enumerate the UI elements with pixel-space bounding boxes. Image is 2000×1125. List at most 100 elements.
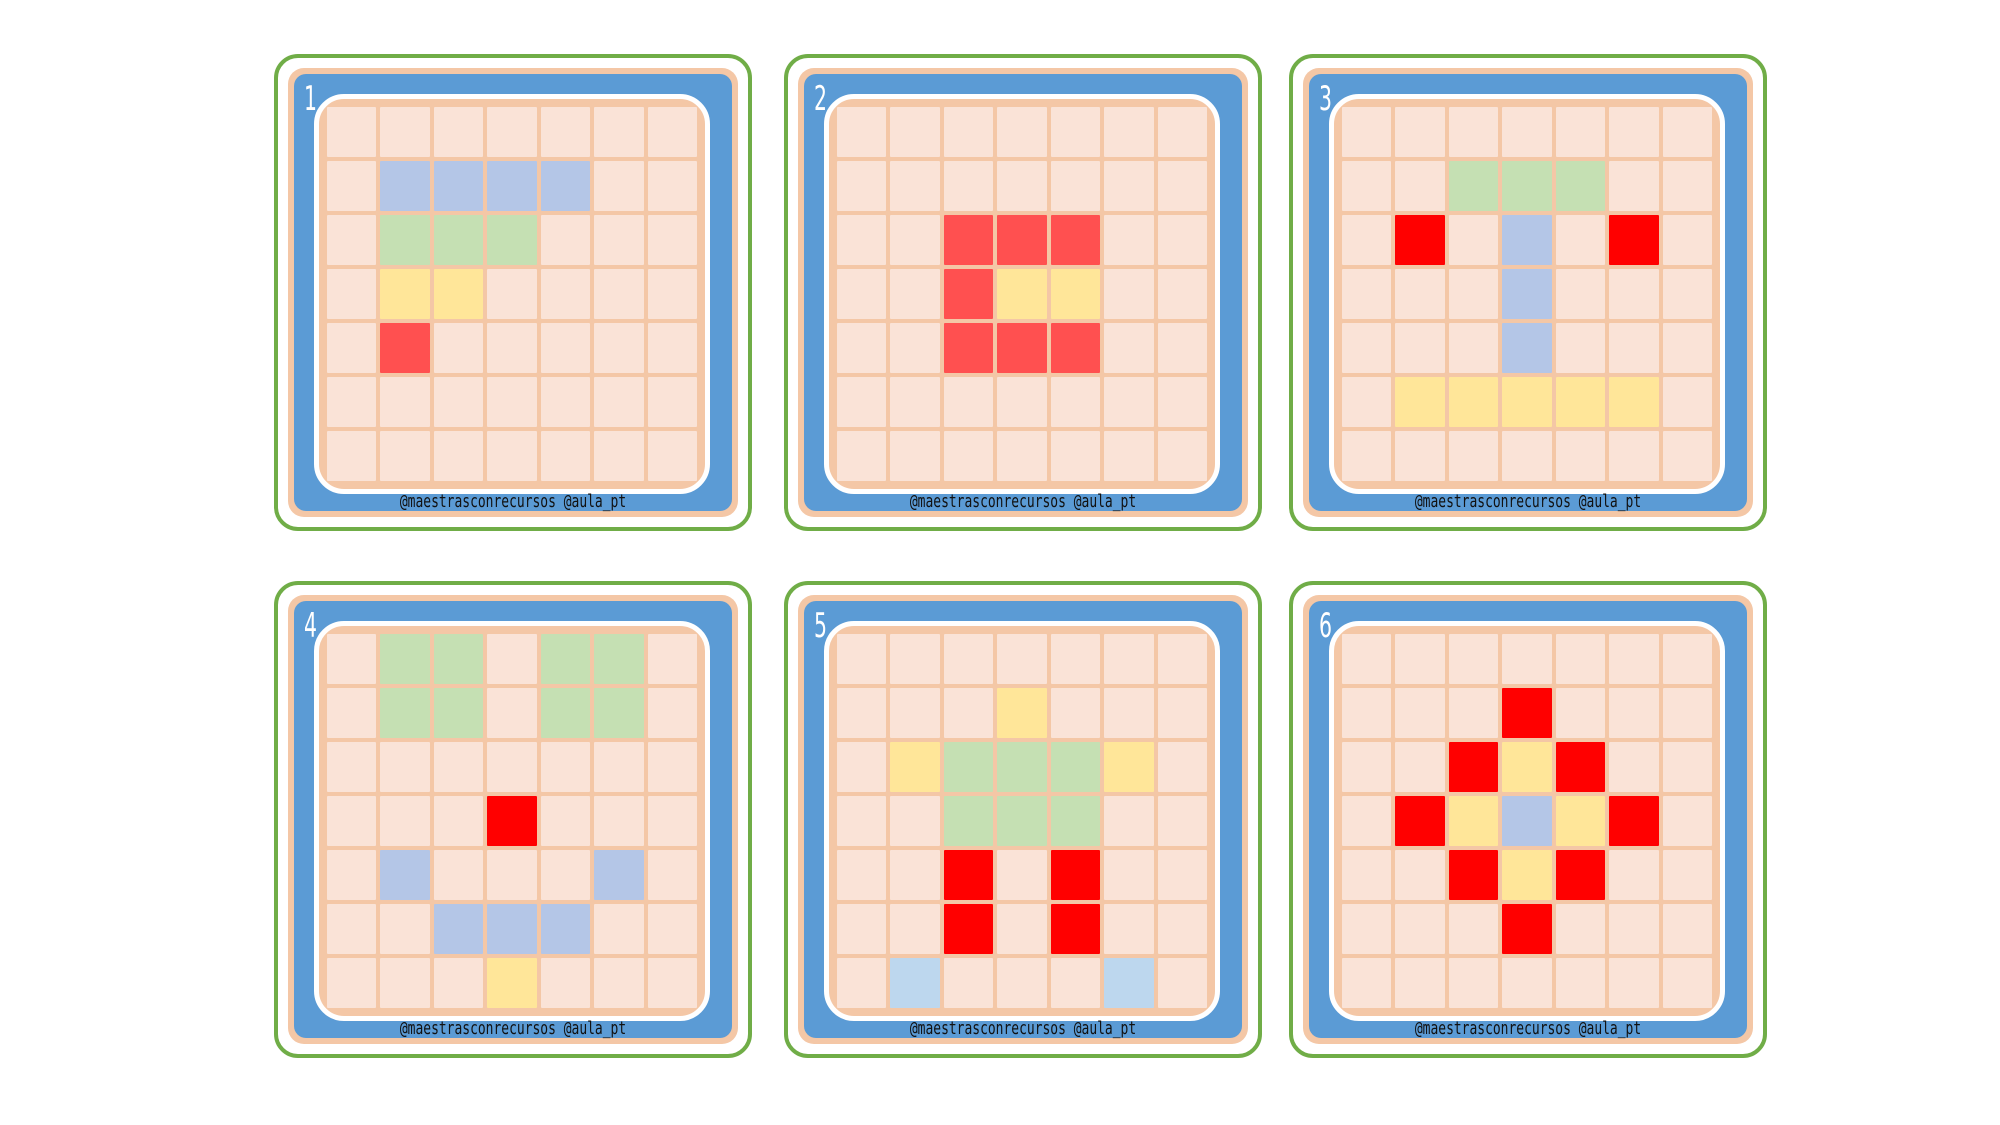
card-panel: 1 @maestrasconrecursos @aula_pt: [294, 74, 732, 512]
empty-cell: [1157, 431, 1207, 481]
empty-cell: [1104, 634, 1154, 684]
empty-cell: [1609, 107, 1659, 157]
yellow-cell: [1609, 377, 1659, 427]
red-cell: [1395, 215, 1445, 265]
empty-cell: [433, 107, 484, 157]
card-panel: 2 @maestrasconrecursos @aula_pt: [804, 74, 1242, 512]
board-frame: [824, 94, 1220, 494]
card-panel: 5 @maestrasconrecursos @aula_pt: [804, 601, 1242, 1039]
empty-cell: [327, 215, 377, 265]
empty-cell: [1662, 796, 1712, 846]
empty-cell: [1662, 742, 1712, 792]
blue-cell: [540, 161, 591, 211]
empty-cell: [1662, 431, 1712, 481]
empty-cell: [1448, 323, 1499, 373]
empty-cell: [943, 377, 994, 427]
empty-cell: [433, 742, 484, 792]
empty-cell: [1050, 161, 1101, 211]
empty-cell: [997, 904, 1047, 954]
empty-cell: [1662, 904, 1712, 954]
empty-cell: [1395, 269, 1445, 319]
red-cell: [1555, 850, 1606, 900]
empty-cell: [1555, 904, 1606, 954]
board-frame: [314, 621, 710, 1021]
empty-cell: [1662, 269, 1712, 319]
empty-cell: [540, 377, 591, 427]
board-frame: [1329, 621, 1725, 1021]
empty-cell: [837, 850, 887, 900]
red-cell: [943, 850, 994, 900]
empty-cell: [890, 850, 940, 900]
empty-cell: [380, 904, 430, 954]
card-number: 1: [304, 79, 317, 119]
pattern-grid: [1342, 107, 1712, 481]
green-cell: [433, 215, 484, 265]
empty-cell: [380, 796, 430, 846]
empty-cell: [943, 107, 994, 157]
empty-cell: [1555, 958, 1606, 1008]
card-panel: 4 @maestrasconrecursos @aula_pt: [294, 601, 732, 1039]
credit-text: @maestrasconrecursos @aula_pt: [399, 491, 627, 512]
yellow-cell: [433, 269, 484, 319]
empty-cell: [1342, 377, 1392, 427]
empty-cell: [890, 904, 940, 954]
empty-cell: [1609, 742, 1659, 792]
empty-cell: [890, 269, 940, 319]
empty-cell: [380, 431, 430, 481]
red-cell: [1395, 796, 1445, 846]
empty-cell: [1609, 323, 1659, 373]
empty-cell: [327, 634, 377, 684]
pattern-card-6: 6 @maestrasconrecursos @aula_pt: [1289, 581, 1767, 1058]
empty-cell: [1157, 958, 1207, 1008]
empty-cell: [327, 161, 377, 211]
empty-cell: [1395, 431, 1445, 481]
light-blue-cell: [890, 958, 940, 1008]
card-panel: 3 @maestrasconrecursos @aula_pt: [1309, 74, 1747, 512]
empty-cell: [1662, 688, 1712, 738]
empty-cell: [1502, 958, 1552, 1008]
empty-cell: [837, 904, 887, 954]
credit-text: @maestrasconrecursos @aula_pt: [909, 1018, 1137, 1039]
empty-cell: [943, 161, 994, 211]
empty-cell: [837, 107, 887, 157]
empty-cell: [1342, 634, 1392, 684]
empty-cell: [1395, 958, 1445, 1008]
empty-cell: [1662, 215, 1712, 265]
card-number: 6: [1319, 606, 1332, 646]
empty-cell: [837, 742, 887, 792]
empty-cell: [1342, 904, 1392, 954]
green-cell: [540, 634, 591, 684]
empty-cell: [1395, 323, 1445, 373]
empty-cell: [594, 161, 644, 211]
empty-cell: [890, 796, 940, 846]
empty-cell: [1662, 161, 1712, 211]
blue-cell: [380, 161, 430, 211]
green-cell: [943, 796, 994, 846]
empty-cell: [837, 323, 887, 373]
empty-cell: [540, 958, 591, 1008]
empty-cell: [1157, 688, 1207, 738]
red-cell: [1502, 688, 1552, 738]
empty-cell: [837, 377, 887, 427]
empty-cell: [1342, 215, 1392, 265]
empty-cell: [594, 431, 644, 481]
empty-cell: [647, 377, 697, 427]
empty-cell: [594, 323, 644, 373]
empty-cell: [1502, 107, 1552, 157]
empty-cell: [487, 323, 537, 373]
empty-cell: [327, 377, 377, 427]
empty-cell: [1662, 850, 1712, 900]
empty-cell: [487, 634, 537, 684]
yellow-cell: [1050, 269, 1101, 319]
light-blue-cell: [1104, 958, 1154, 1008]
red-cell: [1555, 742, 1606, 792]
empty-cell: [327, 688, 377, 738]
empty-cell: [594, 377, 644, 427]
empty-cell: [1448, 431, 1499, 481]
empty-cell: [1609, 904, 1659, 954]
empty-cell: [1342, 796, 1392, 846]
red-cell: [943, 904, 994, 954]
blue-cell: [380, 850, 430, 900]
empty-cell: [647, 215, 697, 265]
empty-cell: [997, 958, 1047, 1008]
